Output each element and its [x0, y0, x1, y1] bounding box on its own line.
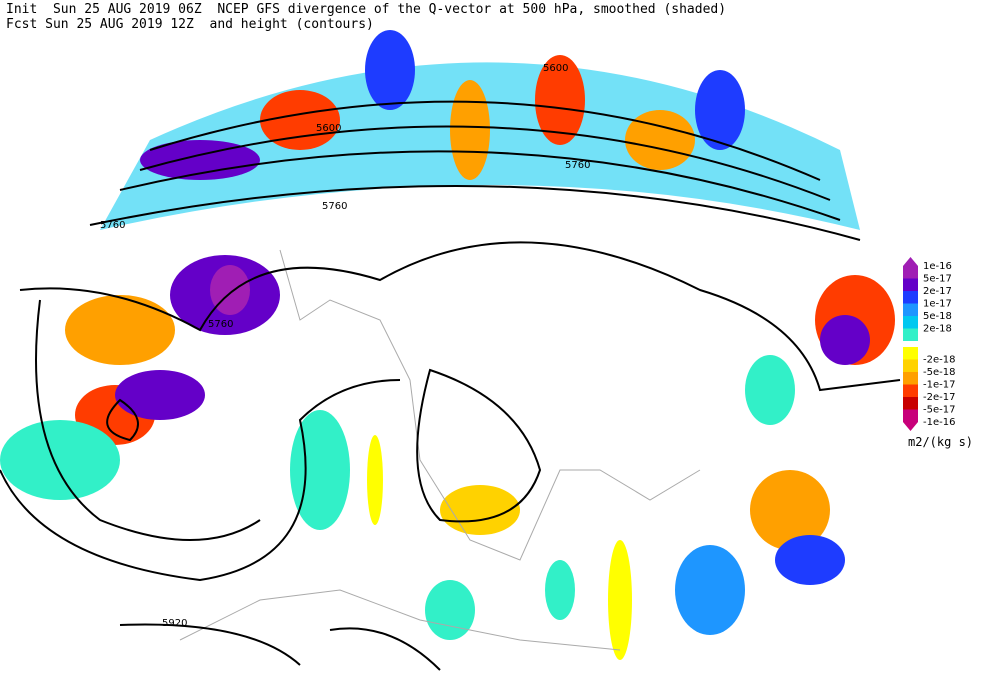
contour	[329, 627, 441, 671]
contour	[19, 241, 901, 392]
shade-blob	[440, 485, 520, 535]
contour-label: 5600	[543, 63, 568, 74]
shade-blob	[367, 435, 383, 525]
colorbar-swatch	[903, 359, 918, 372]
colorbar-swatch	[903, 328, 918, 341]
coastline	[279, 249, 701, 561]
colorbar-arrow	[903, 257, 918, 266]
shade-blob	[745, 355, 795, 425]
colorbar-swatch	[903, 372, 918, 385]
colorbar-label: -2e-18	[923, 355, 955, 366]
contour	[139, 125, 831, 201]
colorbar: 1e-165e-172e-171e-175e-182e-18-2e-18-5e-…	[903, 257, 955, 431]
coastlines	[179, 249, 701, 651]
contour	[89, 184, 861, 241]
shade-blob	[545, 560, 575, 620]
colorbar-swatch	[903, 384, 918, 397]
contour-label: 5920	[162, 618, 187, 629]
colorbar-label: 5e-17	[923, 274, 952, 285]
colorbar-label: -5e-17	[923, 405, 955, 416]
shade-blob	[625, 110, 695, 170]
shade-blob	[65, 295, 175, 365]
colorbar-label: 2e-17	[923, 286, 952, 297]
shade-blob	[535, 55, 585, 145]
contour-label: 5760	[322, 201, 347, 212]
colorbar-label: 5e-18	[923, 311, 952, 322]
coastline	[179, 589, 621, 651]
colorbar-unit: m2/(kg s)	[908, 435, 973, 449]
colorbar-swatch	[903, 397, 918, 410]
contour-label: 5760	[565, 160, 590, 171]
shade-blob	[775, 535, 845, 585]
colorbar-swatch	[903, 316, 918, 329]
colorbar-swatch	[903, 409, 918, 422]
contour	[106, 398, 139, 442]
shade-blob	[140, 140, 260, 180]
contour-labels: 5600 5600 5760 5760 5760 5760 5920	[100, 63, 590, 629]
shade-blob	[695, 70, 745, 150]
contour	[416, 368, 542, 523]
shade-blob	[115, 370, 205, 420]
shading	[0, 30, 895, 660]
contour-label: 5760	[208, 319, 233, 330]
colorbar-swatch	[903, 291, 918, 304]
shade-blob	[290, 410, 350, 530]
header-line: Fcst Sun 25 AUG 2019 12Z and height (con…	[6, 17, 374, 32]
contour	[35, 299, 261, 541]
shade-blob	[450, 80, 490, 180]
colorbar-arrow	[903, 422, 918, 431]
shade-blob	[365, 30, 415, 110]
contour-label: 5760	[100, 220, 125, 231]
shade-blob	[608, 540, 632, 660]
colorbar-label: -1e-17	[923, 380, 955, 391]
colorbar-label: -5e-18	[923, 367, 955, 378]
contour	[119, 150, 841, 221]
colorbar-label: 1e-16	[923, 261, 952, 272]
colorbar-swatch	[903, 278, 918, 291]
contour	[0, 379, 401, 582]
shade-blob	[750, 470, 830, 550]
colorbar-label: -2e-17	[923, 392, 955, 403]
colorbar-label: 1e-17	[923, 299, 952, 310]
colorbar-label: -1e-16	[923, 417, 955, 428]
contour-label: 5600	[316, 123, 341, 134]
colorbar-swatch	[903, 266, 918, 279]
contour	[149, 100, 821, 181]
shade-blob	[0, 420, 120, 500]
contours	[0, 100, 901, 671]
contour	[119, 623, 301, 666]
colorbar-label: 2e-18	[923, 324, 952, 335]
header-line: Init Sun 25 AUG 2019 06Z NCEP GFS diverg…	[6, 2, 726, 17]
shade-blob	[425, 580, 475, 640]
colorbar-swatch	[903, 303, 918, 316]
colorbar-swatch	[903, 347, 918, 360]
shade-blob	[675, 545, 745, 635]
shade-blob	[820, 315, 870, 365]
